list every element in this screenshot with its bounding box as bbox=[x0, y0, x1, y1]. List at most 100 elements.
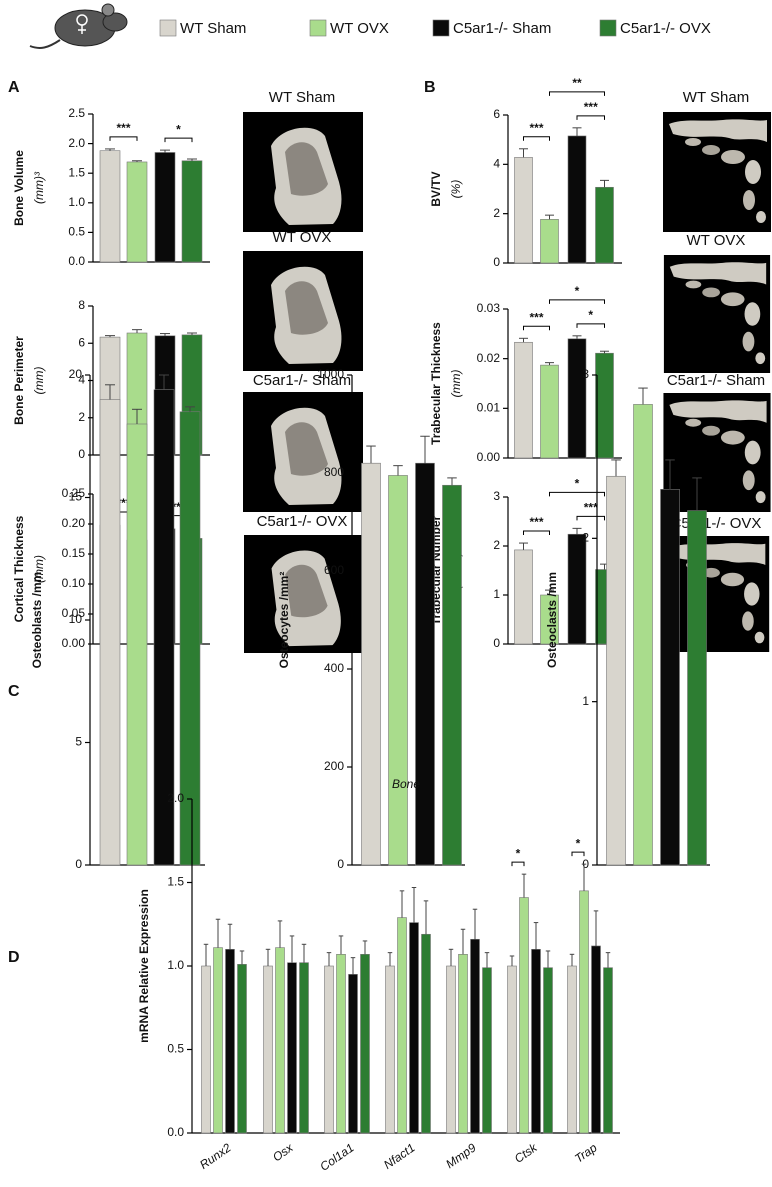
bar bbox=[409, 922, 419, 1134]
significance-bracket bbox=[523, 530, 550, 536]
bar bbox=[275, 947, 285, 1134]
bar bbox=[126, 161, 148, 263]
y-axis-unit: (mm) bbox=[32, 555, 46, 583]
bar bbox=[385, 965, 395, 1134]
panel-label: D bbox=[8, 949, 20, 966]
y-tick-label: 6 bbox=[493, 107, 500, 121]
bar bbox=[540, 219, 559, 264]
significance-bracket bbox=[576, 323, 605, 328]
significance-label: *** bbox=[584, 100, 598, 114]
y-tick-label: 0.5 bbox=[167, 1042, 184, 1056]
y-tick-label: 0.0 bbox=[167, 1125, 184, 1139]
significance-bracket bbox=[109, 136, 138, 141]
legend-label: WT OVX bbox=[330, 20, 389, 37]
bar bbox=[519, 897, 529, 1134]
bar bbox=[595, 186, 614, 264]
y-tick-label: 0.01 bbox=[477, 401, 501, 415]
bar bbox=[99, 399, 121, 866]
bar bbox=[348, 974, 358, 1134]
x-tick-label: Runx2 bbox=[197, 1140, 234, 1172]
y-tick-label: 0.20 bbox=[62, 516, 86, 530]
significance-bracket bbox=[571, 851, 585, 857]
x-tick-label: Mmp9 bbox=[443, 1140, 479, 1171]
panel-label: A bbox=[8, 79, 20, 96]
image-label: WT OVX bbox=[273, 229, 332, 246]
bar bbox=[579, 890, 589, 1134]
ct-image bbox=[243, 251, 363, 371]
y-tick-label: 2 bbox=[493, 206, 500, 220]
bar bbox=[421, 933, 431, 1134]
y-tick-label: 1 bbox=[493, 587, 500, 601]
significance-label: *** bbox=[584, 501, 598, 515]
y-tick-label: 0.10 bbox=[62, 576, 86, 590]
y-tick-label: 4 bbox=[493, 157, 500, 171]
bar bbox=[225, 948, 235, 1134]
y-tick-label: 8 bbox=[78, 298, 85, 312]
y-tick-label: 5 bbox=[75, 735, 82, 749]
image-label: WT Sham bbox=[683, 89, 749, 106]
y-tick-label: 0.00 bbox=[62, 636, 86, 650]
significance-bracket bbox=[523, 136, 550, 141]
y-axis-label: Osteoclasts /mm bbox=[545, 572, 559, 668]
bar bbox=[543, 967, 553, 1134]
bar bbox=[299, 962, 309, 1134]
significance-bracket bbox=[511, 861, 525, 867]
significance-label: * bbox=[575, 284, 580, 298]
y-tick-label: 20 bbox=[69, 367, 83, 381]
bar bbox=[567, 135, 587, 264]
image-label: C5ar1-/- OVX bbox=[257, 513, 348, 530]
significance-label: *** bbox=[116, 121, 130, 135]
significance-label: *** bbox=[529, 310, 543, 324]
bar bbox=[567, 965, 577, 1134]
bar bbox=[507, 965, 517, 1134]
bar bbox=[567, 533, 587, 645]
image-label: C5ar1-/- Sham bbox=[667, 372, 765, 389]
significance-label: * bbox=[588, 308, 593, 322]
y-axis-label: Trabecular Thickness bbox=[429, 322, 443, 445]
bar bbox=[633, 404, 653, 866]
legend-swatch bbox=[599, 19, 617, 37]
y-tick-label: 0.03 bbox=[477, 301, 501, 315]
y-tick-label: 0.00 bbox=[477, 450, 501, 464]
ct-image bbox=[243, 392, 363, 512]
y-tick-label: 1000 bbox=[317, 367, 344, 381]
bar bbox=[201, 965, 211, 1134]
y-tick-label: 1.5 bbox=[68, 165, 85, 179]
bar bbox=[181, 160, 203, 263]
bar bbox=[606, 475, 626, 866]
bar bbox=[336, 954, 346, 1134]
mouse-icon bbox=[29, 3, 128, 49]
y-tick-label: 2 bbox=[582, 531, 589, 545]
bar bbox=[514, 341, 533, 459]
x-tick-label: Col1a1 bbox=[317, 1141, 356, 1174]
y-tick-label: 0 bbox=[337, 857, 344, 871]
bar bbox=[213, 947, 223, 1134]
y-tick-label: 200 bbox=[324, 759, 344, 773]
y-tick-label: 10 bbox=[69, 612, 83, 626]
y-axis-label: Cortical Thickness bbox=[12, 515, 26, 622]
bar bbox=[531, 948, 541, 1134]
y-tick-label: 6 bbox=[78, 335, 85, 349]
significance-bracket bbox=[523, 325, 550, 331]
significance-label: * bbox=[576, 836, 581, 850]
y-axis-label: Bone Perimeter bbox=[12, 336, 26, 425]
legend-swatch bbox=[309, 19, 327, 37]
y-tick-label: 0.05 bbox=[62, 606, 86, 620]
significance-bracket bbox=[549, 299, 605, 304]
y-tick-label: 0 bbox=[78, 447, 85, 461]
bar bbox=[540, 364, 559, 459]
significance-bracket bbox=[576, 115, 605, 120]
y-tick-label: 0.02 bbox=[477, 351, 501, 365]
y-tick-label: 2 bbox=[493, 538, 500, 552]
bar bbox=[154, 152, 176, 263]
bar bbox=[388, 475, 408, 866]
bar bbox=[446, 965, 456, 1134]
y-tick-label: 1.5 bbox=[167, 875, 184, 889]
panel-label: B bbox=[424, 79, 436, 96]
y-axis-label: Osteocytes /mm² bbox=[277, 572, 291, 669]
chart-title: Bone bbox=[392, 777, 420, 791]
y-tick-label: 1.0 bbox=[68, 195, 85, 209]
significance-label: * bbox=[516, 846, 521, 860]
y-tick-label: 600 bbox=[324, 563, 344, 577]
